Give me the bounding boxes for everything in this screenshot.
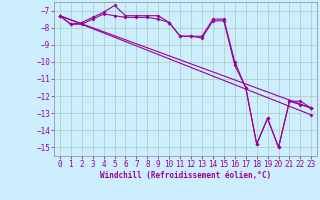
X-axis label: Windchill (Refroidissement éolien,°C): Windchill (Refroidissement éolien,°C)	[100, 171, 271, 180]
